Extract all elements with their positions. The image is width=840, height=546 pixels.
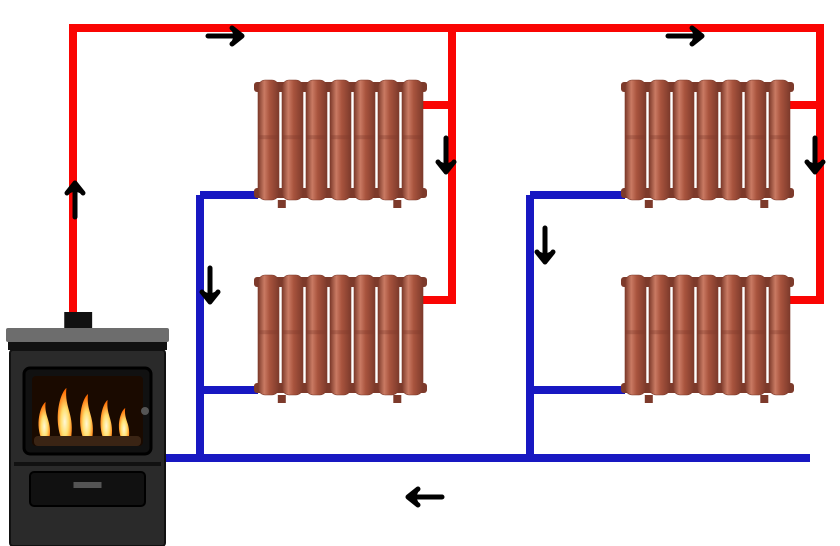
heating-diagram [0, 0, 840, 546]
stove [6, 312, 169, 546]
